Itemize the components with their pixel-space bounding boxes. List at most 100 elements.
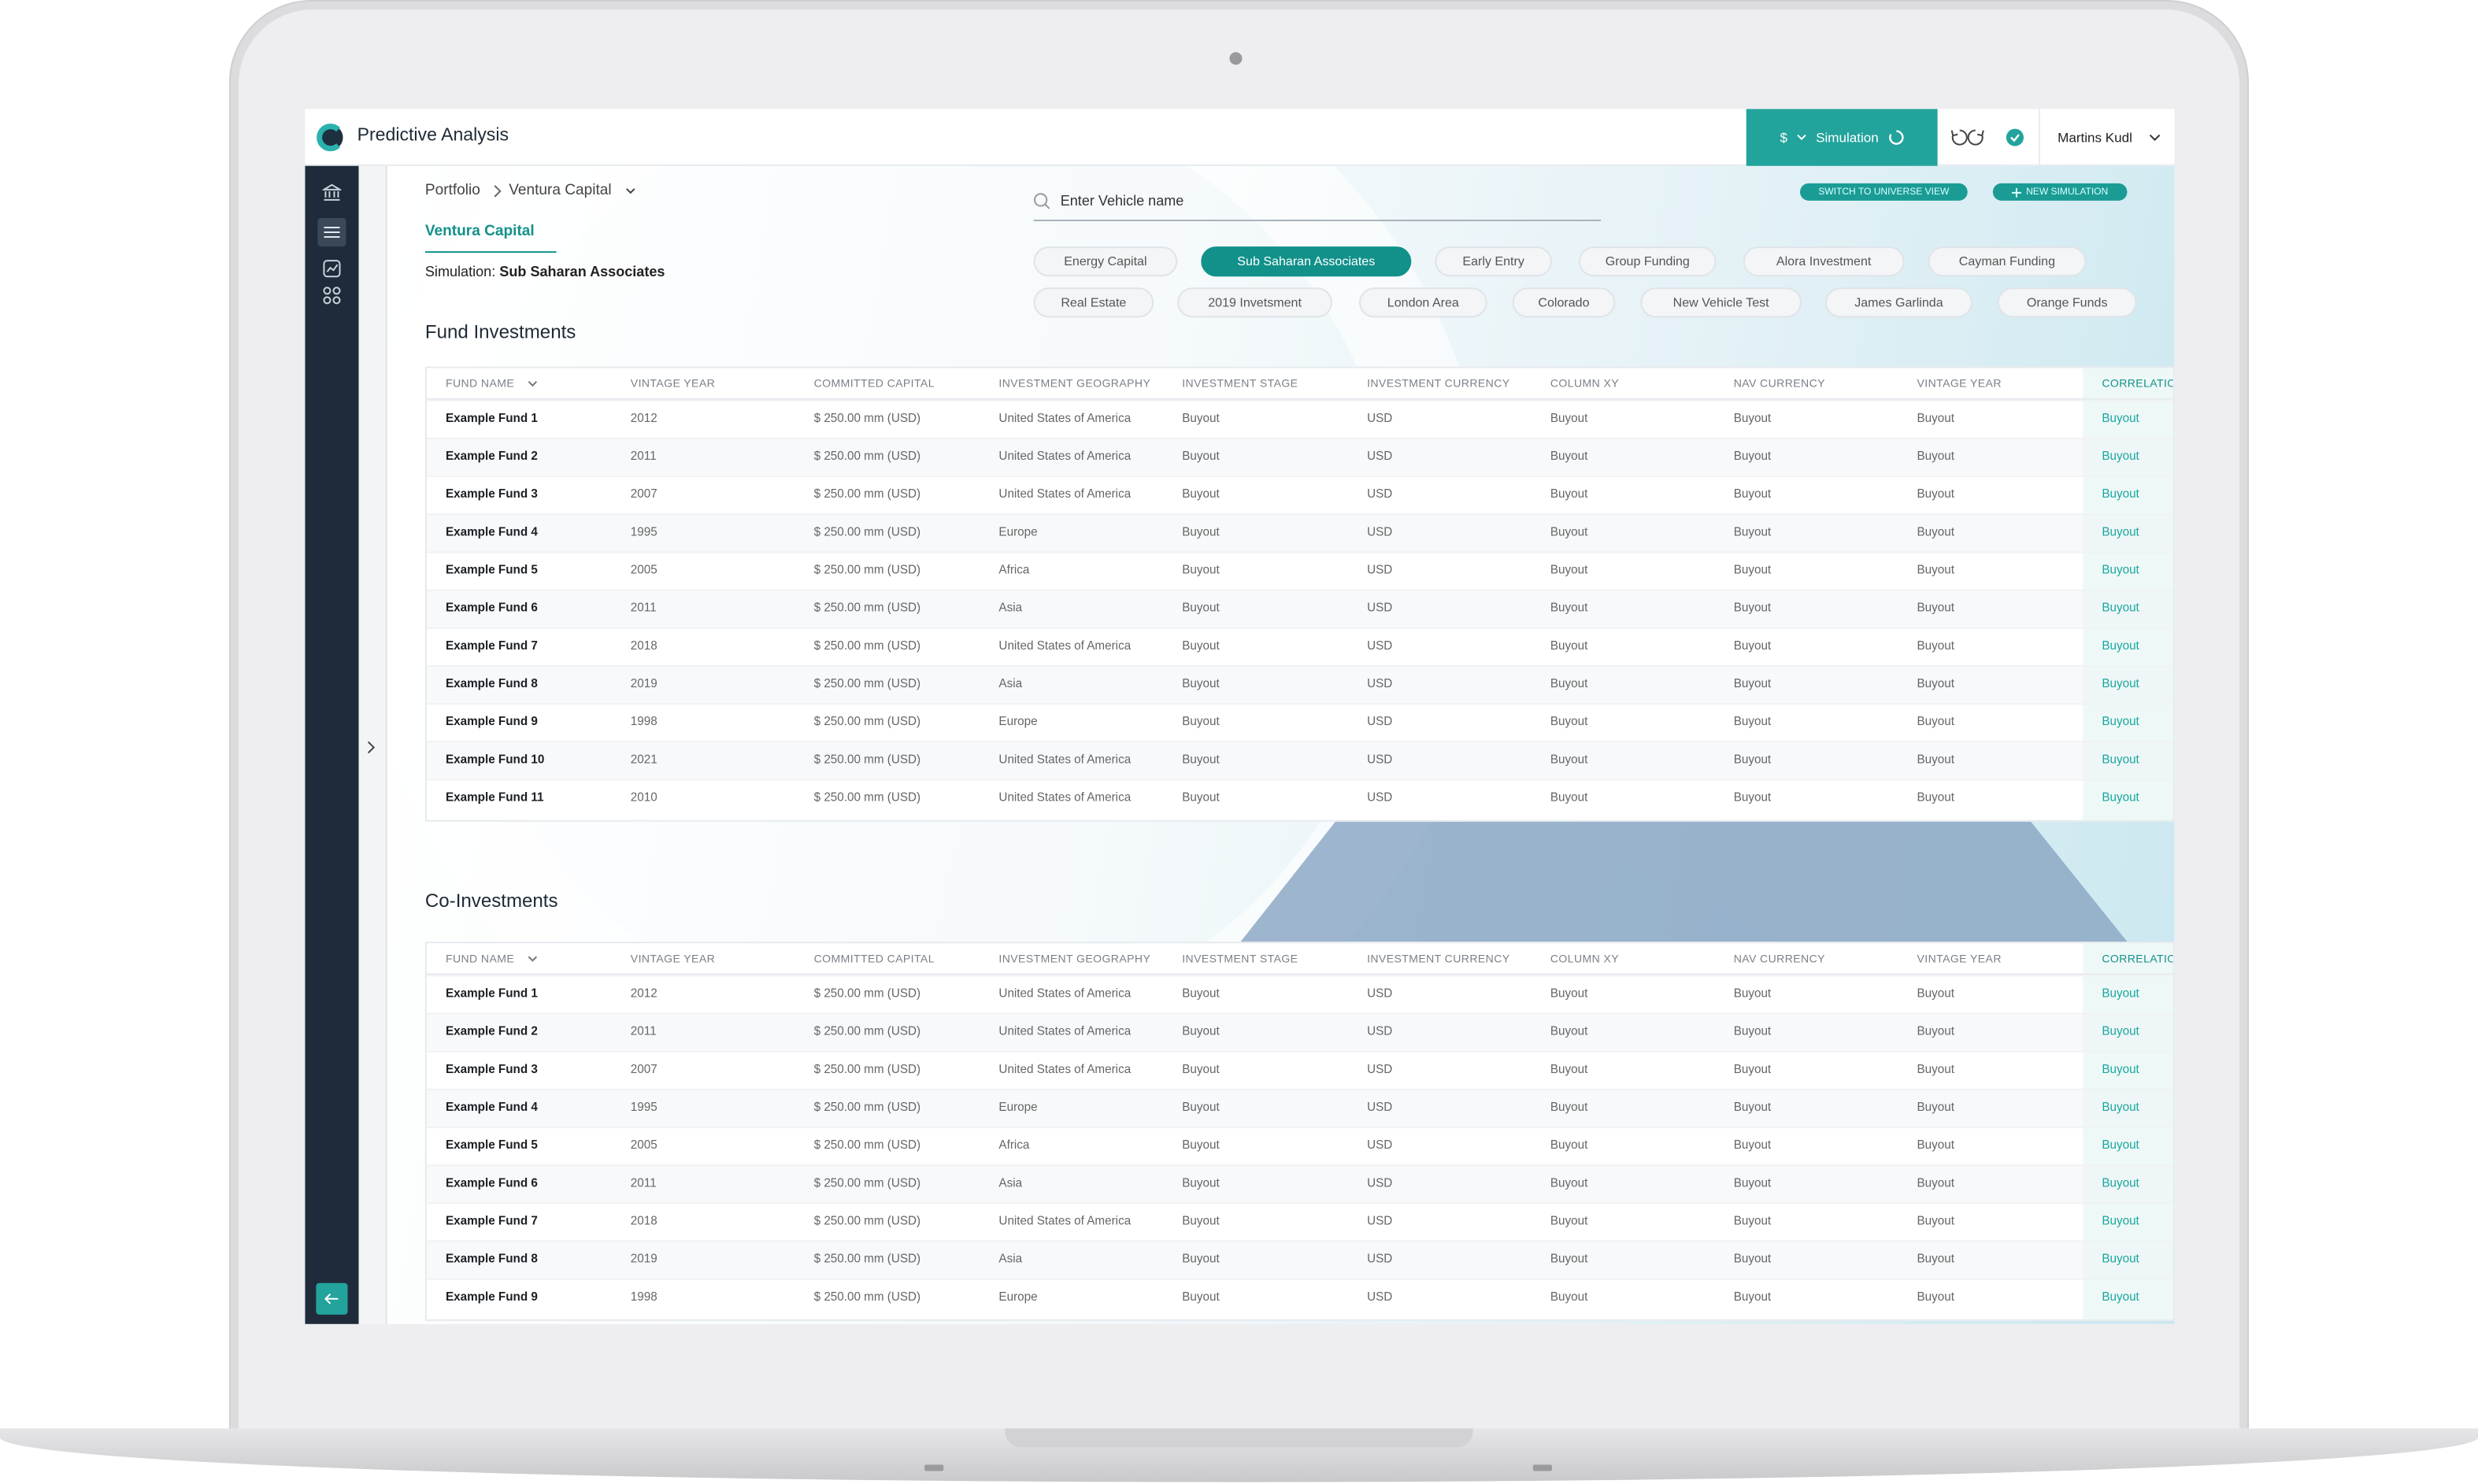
table-cell: Example Fund 1 [445,410,538,425]
column-header: INVESTMENT STAGE [1182,954,1298,966]
apps-icon[interactable] [322,286,341,305]
column-header: NAV CURRENCY [1733,954,1825,966]
bg-shape [1556,821,2128,942]
table-cell: Buyout [1917,1289,1954,1304]
bank-icon[interactable] [322,183,342,202]
table-cell: Asia [998,1251,1023,1266]
table-cell: Example Fund 9 [445,1289,538,1304]
table-cell: USD [1367,638,1393,653]
filter-chip[interactable]: Sub Saharan Associates [1201,246,1412,277]
table-row[interactable] [426,975,2173,1012]
table-cell: Buyout [1550,524,1588,539]
column-header[interactable]: FUND NAME [445,379,515,390]
column-header[interactable]: FUND NAME [445,954,515,966]
table-cell: Buyout [1733,1213,1772,1228]
table-row[interactable] [426,627,2173,665]
filter-chip[interactable]: Colorado [1512,287,1616,318]
table-cell: Example Fund 5 [445,1138,538,1153]
column-header: VINTAGE YEAR [1917,954,2002,966]
table-cell: Example Fund 2 [445,448,538,464]
column-header: VINTAGE YEAR [630,379,716,390]
simulation-toggle[interactable]: $ Simulation [1746,109,1938,166]
foot [924,1464,944,1471]
table-row[interactable] [426,703,2173,741]
filter-chip[interactable]: Energy Capital [1033,246,1178,277]
sidebar [305,165,359,1324]
table-cell: Buyout [1917,600,1954,615]
table-cell: USD [1367,562,1393,577]
table-cell: USD [1367,986,1393,1001]
table-row[interactable] [426,513,2173,552]
breadcrumb-item[interactable]: Portfolio [424,181,480,199]
search-input[interactable]: Enter Vehicle name [1060,192,1184,209]
table-cell: Buyout [2102,1023,2139,1038]
filter-chip[interactable]: James Garlinda [1825,287,1972,318]
table-cell: Buyout [1733,1023,1772,1038]
table-row[interactable] [426,1050,2173,1089]
table-row[interactable] [426,741,2173,779]
table-cell: 2019 [630,1251,657,1266]
table-row[interactable] [426,399,2173,438]
expand-icon[interactable] [367,741,376,754]
breadcrumb-item[interactable]: Ventura Capital [509,181,612,199]
filter-chip[interactable]: Cayman Funding [1928,246,2087,277]
filter-chip[interactable]: London Area [1359,287,1487,318]
filter-chip[interactable]: Orange Funds [1997,287,2137,318]
section-title: Fund Investments [424,320,576,343]
table-cell: Buyout [1550,1061,1588,1076]
new-simulation-button[interactable]: NEW SIMULATION [1992,183,2128,201]
filter-chip[interactable]: Early Entry [1435,246,1552,277]
top-bar: Predictive Analysis $ Simulation Martins… [305,109,2175,166]
table-cell: 1998 [630,714,657,729]
column-header: COLUMN XY [1550,954,1620,966]
table-row[interactable] [426,664,2173,704]
table-row[interactable] [426,437,2173,476]
table-row[interactable] [426,1202,2173,1240]
back-button[interactable] [316,1282,348,1315]
filter-chip[interactable]: New Vehicle Test [1640,287,1802,318]
table-cell: Example Fund 1 [445,986,538,1001]
table-row[interactable] [426,551,2173,589]
filter-chip[interactable]: Real Estate [1033,287,1154,318]
table-row[interactable] [426,1164,2173,1203]
sort-icon[interactable] [528,956,538,962]
table-row[interactable] [426,1127,2173,1164]
table-cell: 2021 [630,752,657,767]
table-cell: Buyout [1917,487,1954,501]
table-cell: 1998 [630,1289,657,1304]
table-cell: $ 250.00 mm (USD) [813,1023,921,1038]
table-cell: Buyout [1550,676,1588,691]
table-cell: Buyout [2102,1138,2139,1153]
filter-chip[interactable]: 2019 Invetsment [1177,287,1332,318]
switch-view-button[interactable]: SWITCH TO UNIVERSE VIEW [1799,183,1968,201]
filter-chip[interactable]: Group Funding [1579,246,1717,277]
tab[interactable]: Ventura Capital [424,222,535,241]
filter-chip[interactable]: Alora Investment [1743,246,1905,277]
sort-icon[interactable] [528,380,538,387]
table-cell: 1995 [630,1099,657,1114]
table-cell: $ 250.00 mm (USD) [813,752,921,767]
table-cell: Example Fund 8 [445,676,538,691]
table-cell: USD [1367,600,1393,615]
table-cell: Buyout [1733,410,1772,425]
table-row[interactable] [426,779,2173,816]
table-row[interactable] [426,1240,2173,1279]
table-cell: Africa [998,562,1030,577]
table-row[interactable] [426,1278,2173,1316]
table-cell: USD [1367,487,1393,501]
table-row[interactable] [426,1088,2173,1127]
table-cell: Buyout [1182,1023,1220,1038]
table-cell: 2005 [630,562,657,577]
table-cell: USD [1367,448,1393,464]
simulation-name: Sub Saharan Associates [499,264,665,280]
table-cell: Example Fund 7 [445,638,538,653]
table-row[interactable] [426,589,2173,627]
action-icons[interactable] [1950,128,2029,147]
table-cell: Buyout [1182,1251,1220,1266]
user-name[interactable]: Martins Kudl [2058,129,2132,146]
column-header: COMMITTED CAPITAL [813,379,935,390]
table-cell: Buyout [1733,1175,1772,1190]
table-row[interactable] [426,476,2173,513]
chart-icon[interactable] [322,259,341,278]
table-row[interactable] [426,1012,2173,1051]
